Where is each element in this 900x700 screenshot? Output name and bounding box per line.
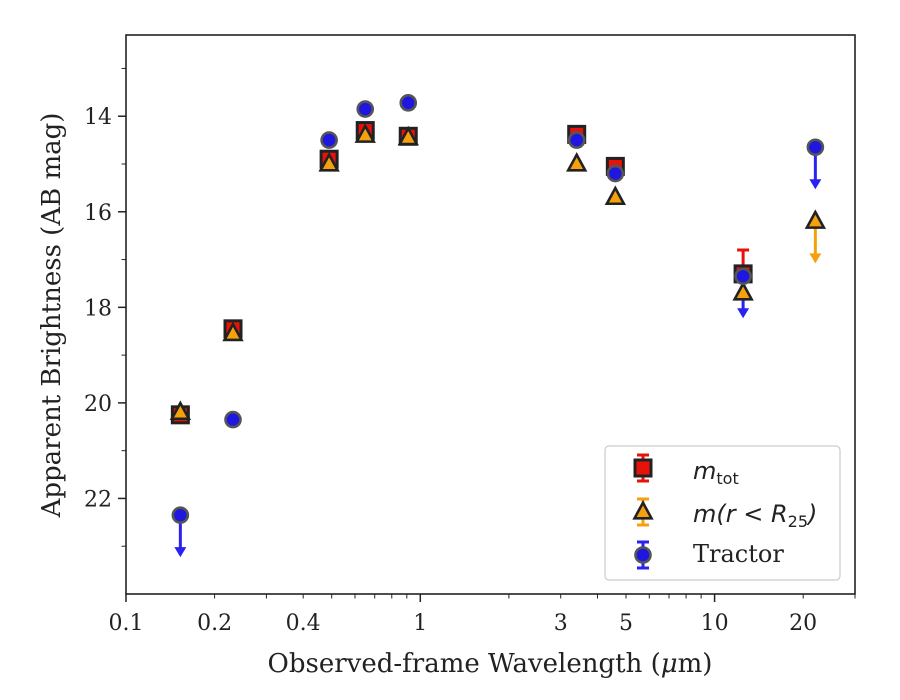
mr25-marker	[354, 123, 376, 143]
x-tick-label: 5	[619, 611, 633, 636]
limit-arrowhead	[809, 179, 822, 190]
y-tick-label: 16	[84, 201, 112, 226]
x-tick-label: 3	[554, 611, 568, 636]
y-tick-label: 18	[84, 296, 112, 321]
legend-frame	[604, 445, 841, 581]
mr25-marker	[318, 151, 340, 172]
y-tick-label: 14	[84, 105, 112, 130]
plot-frame	[125, 34, 856, 595]
tractor-marker	[224, 410, 242, 429]
tractor-marker	[171, 506, 190, 524]
limit-arrowhead	[174, 547, 187, 558]
y-tick-label: 22	[84, 487, 112, 512]
legend-marker-tractor	[634, 546, 652, 564]
plot-area	[169, 94, 827, 558]
limit-arrowhead	[809, 253, 822, 264]
tractor-marker	[320, 131, 338, 149]
tractor-marker	[567, 131, 586, 149]
y-axis-label: Apparent Brightness (AB mag)	[37, 113, 67, 519]
legend-marker-mtot	[633, 458, 653, 478]
legend-label-mr25: m(r < R25)	[693, 500, 817, 531]
x-tick-label: 20	[789, 611, 817, 636]
mr25-marker	[604, 185, 627, 206]
mr25-marker	[566, 151, 588, 172]
y-tick-label: 20	[84, 392, 112, 417]
legend-marker-mr25	[632, 499, 654, 520]
tractor-marker	[606, 164, 625, 183]
x-tick-label: 1	[413, 611, 427, 636]
x-tick-label: 10	[701, 611, 729, 636]
x-axis-label: Observed-frame Wavelength (μm)	[268, 649, 713, 679]
tractor-marker	[356, 100, 375, 118]
legend-label-tractor: Tractor	[693, 540, 784, 568]
tractor-marker	[734, 267, 752, 286]
x-tick-label: 0.2	[197, 611, 232, 636]
legend-markers	[632, 453, 654, 570]
axes: 0.1 0.2 0.4 1 3 5 10 20 14 16 18 20 22	[84, 34, 856, 636]
tractor-marker	[399, 94, 418, 112]
x-tick-label: 0.4	[286, 611, 321, 636]
x-tick-label: 0.1	[109, 611, 144, 636]
mr25-marker	[169, 400, 192, 421]
mr25-marker	[804, 209, 827, 229]
tractor-marker	[806, 138, 825, 157]
limit-arrowhead	[737, 308, 750, 319]
mr25-marker	[732, 280, 754, 301]
legend: mtot m(r < R25) Tractor	[604, 445, 841, 581]
mr25-marker	[397, 125, 419, 146]
mr25-marker	[222, 321, 244, 342]
legend-label-mtot: mtot	[693, 457, 739, 488]
